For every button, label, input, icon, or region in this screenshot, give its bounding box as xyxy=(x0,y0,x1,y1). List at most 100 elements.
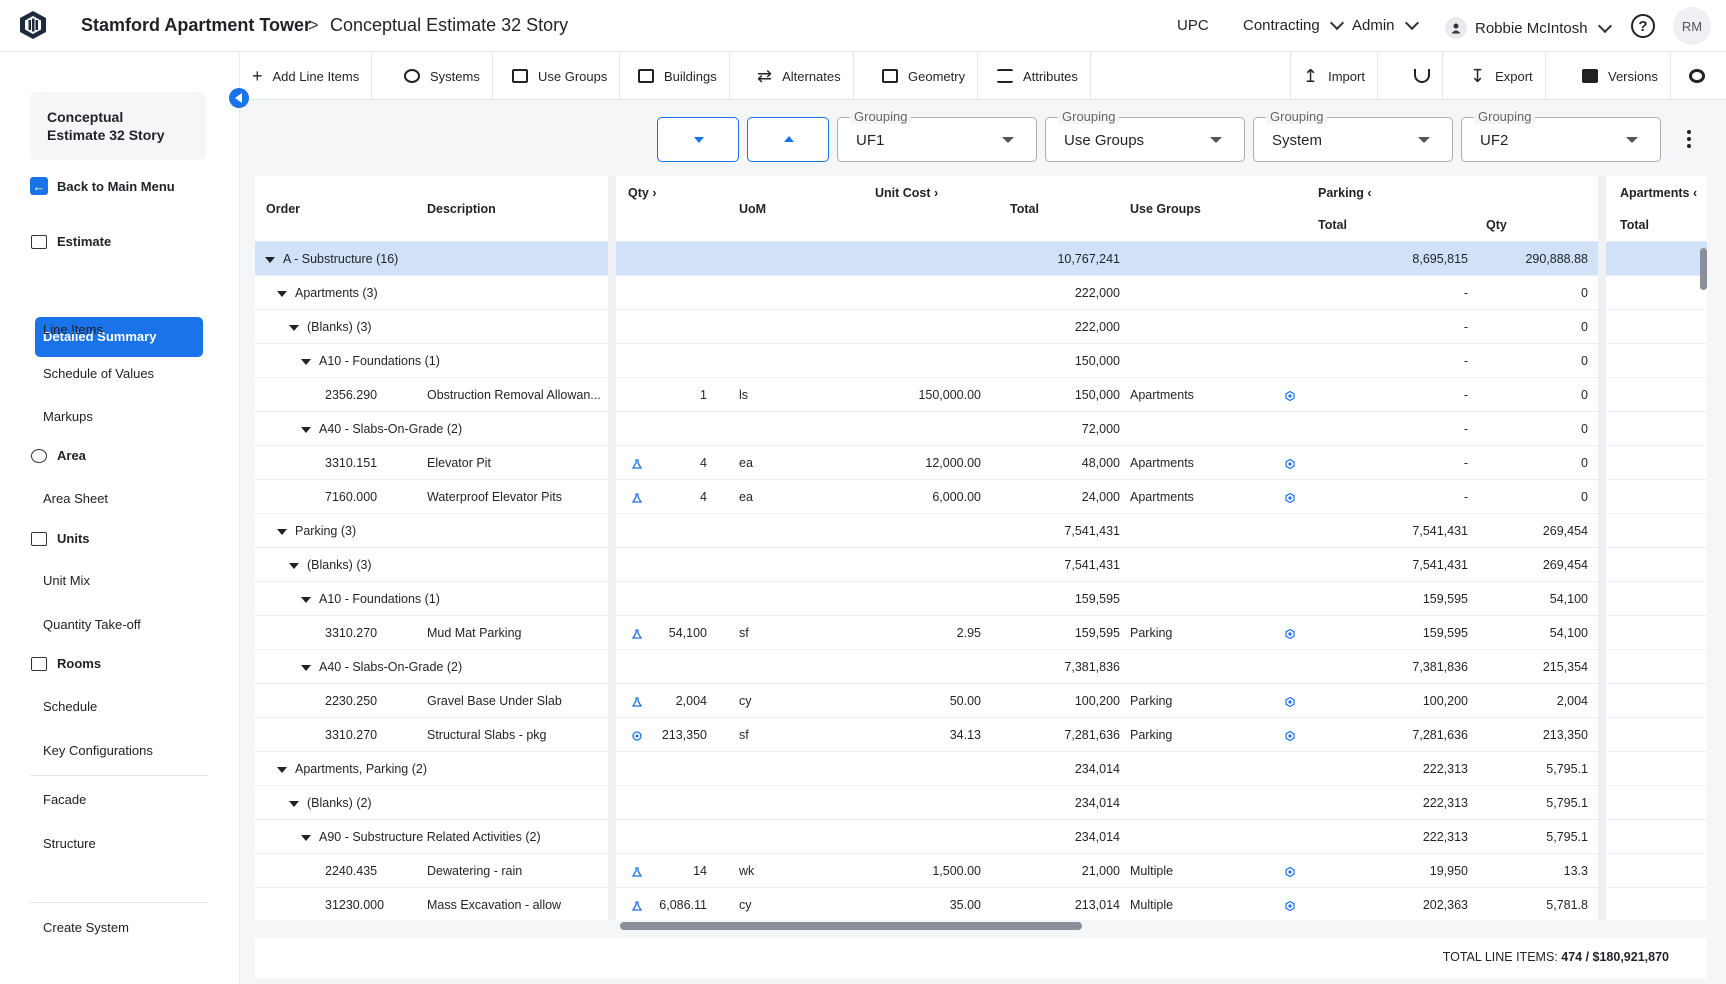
col-use-groups[interactable]: Use Groups xyxy=(1130,202,1201,216)
flask-icon[interactable] xyxy=(632,854,646,888)
group-row[interactable]: (Blanks) (2) 234,014 222,313 5,795.1 xyxy=(255,786,1707,820)
unit-cost-cell[interactable]: 35.00 xyxy=(949,898,981,912)
section-area[interactable]: Area xyxy=(31,448,86,463)
sidebar-item-schedule[interactable]: Schedule xyxy=(43,699,98,714)
create-system-link[interactable]: Create System xyxy=(43,920,129,935)
group-label[interactable]: Parking (3) xyxy=(277,514,617,548)
back-to-main-menu-button[interactable]: ← Back to Main Menu xyxy=(30,177,175,195)
qty-cell[interactable]: 213,350 xyxy=(661,728,707,742)
section-units[interactable]: Units xyxy=(31,531,90,546)
unit-cost-cell[interactable]: 34.13 xyxy=(949,728,981,742)
nav-admin[interactable]: Admin xyxy=(1352,15,1419,34)
qty-cell[interactable]: 6,086.11 xyxy=(659,898,707,912)
more-options-icon[interactable] xyxy=(1687,130,1691,148)
sidebar-item-area-sheet[interactable]: Area Sheet xyxy=(43,491,109,506)
sidebar-item-key-configurations[interactable]: Key Configurations xyxy=(43,743,153,758)
section-estimate[interactable]: Estimate xyxy=(31,234,111,249)
export-button[interactable]: ↧ Export xyxy=(1458,52,1546,100)
unit-cost-cell[interactable]: 50.00 xyxy=(949,694,981,708)
breadcrumb-project[interactable]: Stamford Apartment Tower xyxy=(81,15,312,35)
use-group-target-icon[interactable] xyxy=(1285,718,1299,752)
col-qty[interactable]: Qty › xyxy=(628,176,657,210)
group-label[interactable]: Apartments, Parking (2) xyxy=(277,752,617,786)
caret-down-icon[interactable] xyxy=(301,834,311,841)
unit-cost-cell[interactable]: 6,000.00 xyxy=(932,490,981,504)
qty-cell[interactable]: 1 xyxy=(700,388,707,402)
group-label[interactable]: (Blanks) (2) xyxy=(289,786,629,820)
table-row[interactable]: 3310.270 Mud Mat Parking 54,100 sf 2.95 Parki… xyxy=(255,616,1707,650)
caret-down-icon[interactable] xyxy=(289,562,299,569)
unit-cost-cell[interactable]: 2.95 xyxy=(956,626,981,640)
vertical-scrollbar[interactable] xyxy=(1700,248,1707,290)
flask-icon[interactable] xyxy=(632,616,646,650)
caret-down-icon[interactable] xyxy=(277,290,287,297)
alternates-button[interactable]: ⇄ Alternates xyxy=(745,52,854,100)
caret-down-icon[interactable] xyxy=(301,426,311,433)
group-row[interactable]: A40 - Slabs-On-Grade (2) 7,381,836 7,381,8… xyxy=(255,650,1707,684)
col-parking-total[interactable]: Total xyxy=(1318,218,1347,232)
table-row[interactable]: 2356.290 Obstruction Removal Allowan... 1 l… xyxy=(255,378,1707,412)
table-row[interactable]: 7160.000 Waterproof Elevator Pits 4 ea 6,000… xyxy=(255,480,1707,514)
col-parking[interactable]: Parking ‹ xyxy=(1318,176,1372,210)
col-parking-qty[interactable]: Qty xyxy=(1486,218,1507,232)
sidebar-item-unit-mix[interactable]: Unit Mix xyxy=(43,573,90,588)
caret-down-icon[interactable] xyxy=(289,324,299,331)
caret-down-icon[interactable] xyxy=(277,766,287,773)
user-menu[interactable]: Robbie McIntosh xyxy=(1445,17,1612,39)
flask-icon[interactable] xyxy=(632,480,646,514)
col-apartments-total[interactable]: Total xyxy=(1620,218,1649,232)
col-unit-cost[interactable]: Unit Cost › xyxy=(875,176,938,210)
group-label[interactable]: A - Substructure (16) xyxy=(265,242,605,276)
use-group-target-icon[interactable] xyxy=(1285,684,1299,718)
sidebar-item-quantity-take-off[interactable]: Quantity Take-off xyxy=(43,617,141,632)
sidebar-item-line-items[interactable]: Line Items xyxy=(43,322,103,337)
use-group-target-icon[interactable] xyxy=(1285,888,1299,920)
table-row[interactable]: 31230.000 Mass Excavation - allow 6,086.11… xyxy=(255,888,1707,920)
use-group-target-icon[interactable] xyxy=(1285,480,1299,514)
use-group-target-icon[interactable] xyxy=(1285,854,1299,888)
group-row[interactable]: Apartments, Parking (2) 234,014 222,313 5,7… xyxy=(255,752,1707,786)
attributes-button[interactable]: Attributes xyxy=(985,52,1091,100)
flask-icon[interactable] xyxy=(632,888,646,920)
nav-upc[interactable]: UPC xyxy=(1177,17,1209,34)
sidebar-item-structure[interactable]: Structure xyxy=(43,836,96,851)
settings-button[interactable] xyxy=(1677,52,1717,100)
collapse-all-button[interactable] xyxy=(657,117,739,162)
group-label[interactable]: A10 - Foundations (1) xyxy=(301,582,641,616)
table-row[interactable]: 3310.270 Structural Slabs - pkg 213,350 sf 3… xyxy=(255,718,1707,752)
group-row[interactable]: (Blanks) (3) 222,000 - 0 xyxy=(255,310,1707,344)
qty-cell[interactable]: 54,100 xyxy=(668,626,707,640)
add-line-items-button[interactable]: + Add Line Items xyxy=(240,52,373,100)
collapse-sidebar-icon[interactable] xyxy=(229,88,249,108)
group-row[interactable]: A - Substructure (16) 10,767,241 8,695,815… xyxy=(255,242,1707,276)
qty-cell[interactable]: 14 xyxy=(693,864,707,878)
unit-cost-cell[interactable]: 150,000.00 xyxy=(918,388,981,402)
group-label[interactable]: A10 - Foundations (1) xyxy=(301,344,641,378)
grouping-select-2[interactable]: Grouping Use Groups xyxy=(1045,109,1245,162)
col-uom[interactable]: UoM xyxy=(739,202,767,216)
versions-button[interactable]: Versions xyxy=(1570,52,1671,100)
use-group-target-icon[interactable] xyxy=(1285,446,1299,480)
table-row[interactable]: 2230.250 Gravel Base Under Slab 2,004 cy 50.… xyxy=(255,684,1707,718)
caret-down-icon[interactable] xyxy=(301,596,311,603)
group-label[interactable]: (Blanks) (3) xyxy=(289,548,629,582)
systems-button[interactable]: Systems xyxy=(392,52,493,100)
col-description[interactable]: Description xyxy=(427,202,496,216)
use-groups-button[interactable]: Use Groups xyxy=(500,52,621,100)
nav-contracting[interactable]: Contracting xyxy=(1243,15,1344,34)
caret-down-icon[interactable] xyxy=(277,528,287,535)
sidebar-item-markups[interactable]: Markups xyxy=(43,409,93,424)
unit-cost-cell[interactable]: 1,500.00 xyxy=(932,864,981,878)
grouping-select-1[interactable]: Grouping UF1 xyxy=(837,109,1037,162)
qty-cell[interactable]: 2,004 xyxy=(675,694,707,708)
group-label[interactable]: A40 - Slabs-On-Grade (2) xyxy=(301,650,641,684)
group-label[interactable]: A90 - Substructure Related Activities (2… xyxy=(301,820,641,854)
sidebar-item-schedule-of-values[interactable]: Schedule of Values xyxy=(43,366,155,381)
stethoscope-button[interactable] xyxy=(1402,52,1443,100)
table-row[interactable]: 2240.435 Dewatering - rain 14 wk 1,500.00 Mul… xyxy=(255,854,1707,888)
qty-cell[interactable]: 4 xyxy=(700,456,707,470)
flask-icon[interactable] xyxy=(632,684,646,718)
sidebar-item-detailed-summary[interactable]: Detailed Summary xyxy=(35,317,203,357)
caret-down-icon[interactable] xyxy=(265,256,275,263)
sidebar-item-facade[interactable]: Facade xyxy=(43,792,87,807)
